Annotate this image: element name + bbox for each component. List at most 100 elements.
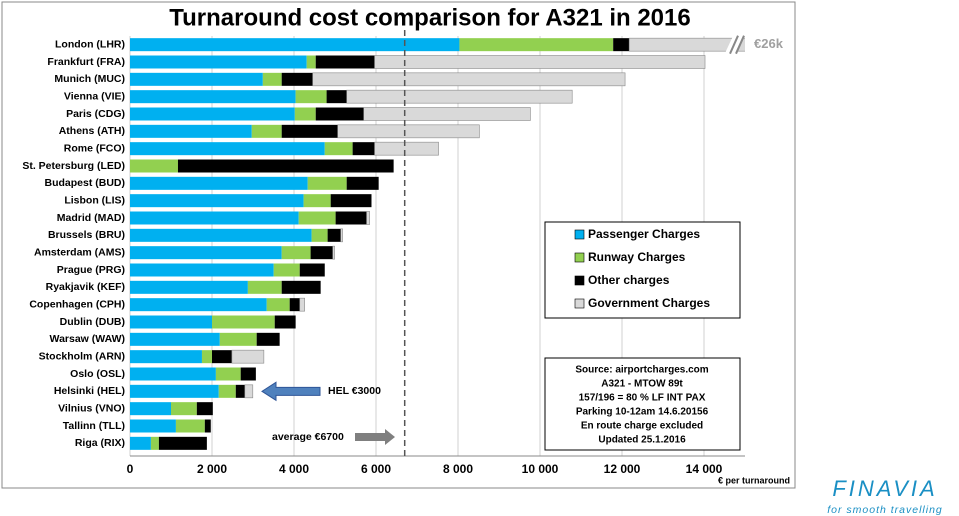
bar-segment: [281, 280, 321, 294]
x-tick-label: 12 000: [604, 462, 641, 476]
arrow: [355, 429, 395, 445]
y-tick-label: Dublin (DUB): [60, 316, 125, 328]
bar-segment: [130, 159, 178, 173]
bar-segment: [274, 315, 296, 329]
bar-segment: [298, 211, 336, 225]
bar-segment: [130, 90, 296, 104]
bar-segment: [218, 384, 236, 398]
bar-segment: [177, 159, 394, 173]
bar-segment: [307, 176, 347, 190]
bar-segment: [130, 38, 460, 52]
bar-segment: [204, 419, 211, 433]
y-tick-label: Ryakjavik (KEF): [46, 281, 125, 293]
logo-tagline: for smooth travelling: [827, 504, 943, 516]
y-tick-label: Budapest (BUD): [45, 177, 126, 189]
bar-segment: [281, 124, 338, 138]
break-mark: [729, 35, 739, 55]
source-line: Source: airportcharges.com: [575, 365, 708, 376]
bar-segment: [130, 142, 325, 156]
bar-segment: [240, 367, 256, 381]
y-tick-label: Athens (ATH): [59, 125, 125, 137]
chart-title: Turnaround cost comparison for A321 in 2…: [169, 4, 690, 31]
bar-segment: [130, 332, 220, 346]
bar-segment: [295, 90, 327, 104]
bar-segment: [130, 107, 295, 121]
bar-segment: [273, 263, 300, 277]
y-tick-label: Paris (CDG): [66, 108, 125, 120]
bar-segment: [130, 263, 274, 277]
x-tick-label: 4 000: [279, 462, 309, 476]
bar-segment: [130, 402, 171, 416]
bar-segment: [363, 107, 531, 121]
bar-segment: [130, 176, 308, 190]
bar-segment: [130, 367, 216, 381]
source-line: A321 - MTOW 89t: [601, 379, 683, 390]
bar-segment: [332, 245, 335, 260]
bar-segment: [196, 402, 213, 416]
bar-segment: [312, 72, 626, 87]
bar-segment: [215, 367, 241, 381]
bar-segment: [231, 349, 265, 364]
bar-segment: [130, 436, 151, 450]
bar-segment: [281, 72, 313, 86]
bar-segment: [130, 124, 252, 138]
bar-segment: [311, 228, 328, 242]
bar-segment: [346, 176, 379, 190]
bar-segment: [324, 142, 353, 156]
bar-segment: [628, 37, 745, 52]
bar-segment: [175, 419, 205, 433]
bar-segment: [294, 107, 316, 121]
x-tick-label: 2 000: [197, 462, 227, 476]
bar-segment: [130, 350, 202, 364]
y-tick-label: Copenhagen (CPH): [29, 298, 125, 310]
bar-segment: [340, 228, 343, 243]
bar-segment: [315, 55, 375, 69]
bar-segment: [247, 280, 282, 294]
bar-segment: [158, 436, 207, 450]
legend-label: Runway Charges: [588, 250, 686, 264]
annotation: HEL €3000: [328, 385, 381, 397]
reference-label: average €6700: [272, 431, 344, 443]
x-tick-label: 0: [127, 462, 134, 476]
bar-segment: [130, 228, 312, 242]
y-tick-label: Riga (RIX): [75, 437, 125, 449]
break-label: €26k: [754, 36, 784, 51]
bar-segment: [289, 298, 300, 312]
y-tick-label: Vienna (VIE): [64, 90, 125, 102]
x-tick-label: 14 000: [686, 462, 723, 476]
bar-segment: [266, 298, 290, 312]
y-tick-label: Vilnius (VNO): [58, 402, 125, 414]
bar-segment: [303, 194, 331, 208]
legend-swatch: [574, 229, 585, 240]
source-box: [544, 357, 741, 451]
bar-segment: [346, 89, 573, 104]
bar-segment: [150, 436, 159, 450]
bar-segment: [235, 384, 245, 398]
y-tick-label: Lisbon (LIS): [64, 194, 125, 206]
bar-segment: [130, 246, 282, 260]
bar-segment: [212, 350, 232, 364]
legend-swatch: [574, 275, 585, 286]
bar-segment: [374, 141, 439, 156]
legend-label: Other charges: [588, 273, 670, 287]
y-tick-label: Madrid (MAD): [57, 212, 125, 224]
bars: [130, 37, 745, 450]
bar-segment: [130, 384, 219, 398]
bar-segment: [326, 90, 347, 104]
x-tick-label: 10 000: [522, 462, 559, 476]
source-line: En route charge excluded: [581, 421, 703, 432]
legend-label: Government Charges: [588, 296, 710, 310]
bar-segment: [262, 72, 282, 86]
bar-segment: [335, 211, 367, 225]
logo: FINAVIA: [832, 476, 937, 501]
bar-segment: [130, 315, 212, 329]
bar-segment: [130, 55, 307, 69]
bar-segment: [256, 332, 280, 346]
bar-segment: [315, 107, 364, 121]
legend-label: Passenger Charges: [588, 227, 700, 241]
bar-segment: [327, 228, 341, 242]
bar-segment: [374, 55, 706, 69]
bar-segment: [130, 211, 299, 225]
y-tick-label: Warsaw (WAW): [50, 333, 125, 345]
